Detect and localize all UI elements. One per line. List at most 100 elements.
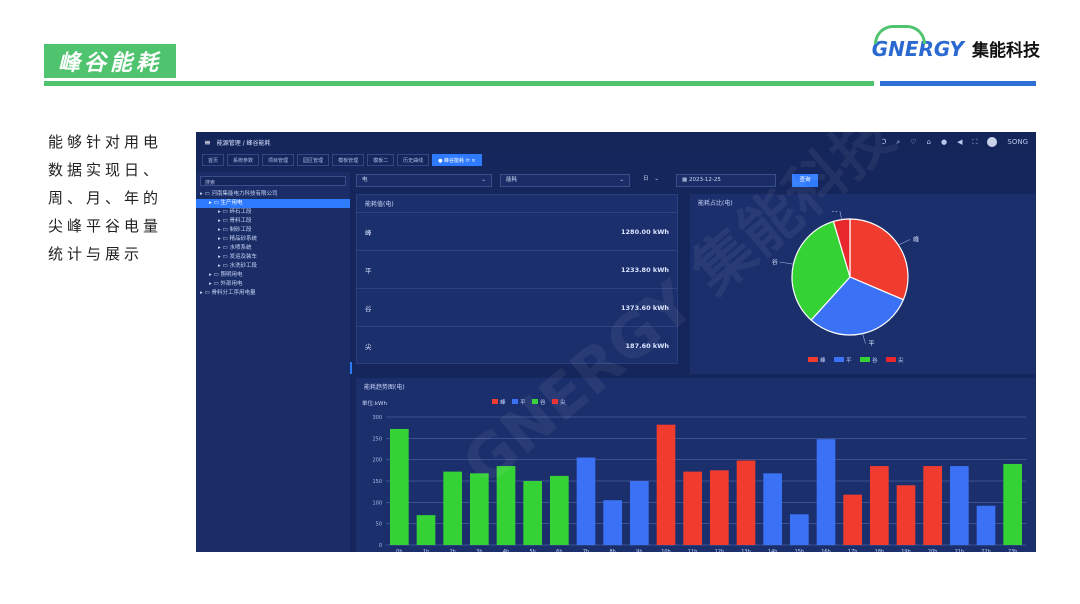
tree-item[interactable]: ▸ ▭ 骨料工段 bbox=[218, 218, 252, 224]
slide-description: 能够针对用电数据实现日、周、月、年的尖峰平谷电量统计与展示 bbox=[48, 133, 163, 263]
tab-7[interactable]: ● 峰谷能耗 ⟳ × bbox=[432, 154, 482, 166]
bar-13h bbox=[736, 460, 756, 545]
pie-label-line bbox=[898, 239, 911, 246]
energy-row-label: 谷 bbox=[365, 304, 372, 313]
x-tick-label: 22h bbox=[981, 549, 991, 552]
y-tick-label: 250 bbox=[372, 436, 382, 442]
y-tick-label: 50 bbox=[376, 522, 382, 528]
tree-item[interactable]: ▸ ▭ 外部用电 bbox=[209, 281, 243, 287]
tab-2[interactable]: 项目管理 bbox=[262, 154, 295, 166]
x-tick-label: 23h bbox=[1008, 549, 1018, 552]
x-tick-label: 13h bbox=[741, 549, 751, 552]
pie-label: 峰 bbox=[913, 236, 919, 244]
energy-row: 平 1233.80 kWh bbox=[357, 250, 677, 288]
x-tick-label: 5h bbox=[529, 549, 535, 552]
tree-item[interactable]: ▸ ▭ 碎石工段 bbox=[218, 209, 252, 215]
bar-chart: 单位:kWh 峰 平 谷 尖 0 50 100 150 200 250 300 0h 1h 2h 3h 4h 5h… bbox=[362, 398, 1026, 552]
bar-4h bbox=[496, 466, 516, 545]
x-tick-label: 3h bbox=[476, 549, 482, 552]
divider-green bbox=[44, 81, 874, 86]
search-icon[interactable]: ⌕ bbox=[896, 137, 901, 146]
x-tick-label: 14h bbox=[768, 549, 778, 552]
bell-icon[interactable]: ● bbox=[940, 138, 948, 146]
x-tick-label: 17h bbox=[848, 549, 858, 552]
bar-16h bbox=[816, 439, 836, 545]
pie-slice-峰 bbox=[849, 218, 909, 301]
avatar[interactable] bbox=[987, 137, 998, 147]
tab-6[interactable]: 历史曲线 bbox=[397, 154, 430, 166]
pie-chart: 峰平谷尖峰平谷尖 bbox=[772, 206, 919, 364]
tab-1[interactable]: 系统参数 bbox=[227, 154, 260, 166]
x-tick-label: 16h bbox=[821, 549, 831, 552]
energy-row: 尖 187.60 kWh bbox=[357, 326, 677, 364]
bar-12h bbox=[710, 470, 729, 545]
x-tick-label: 11h bbox=[688, 549, 698, 552]
tree-item[interactable]: ▸ ▭ 照明用电 bbox=[209, 272, 243, 278]
chevron-down-icon: ⌄ bbox=[619, 177, 624, 183]
pie-slice-尖 bbox=[832, 218, 851, 278]
x-tick-label: 20h bbox=[928, 549, 938, 552]
pie-legend-label: 谷 bbox=[872, 356, 878, 364]
filter-bar: 电 ⌄ 能耗 ⌄ 日 ⌄ ▦ 2023-12-25 查询 bbox=[356, 174, 1036, 188]
tab-0[interactable]: 首页 bbox=[202, 154, 225, 166]
bar-6h bbox=[550, 475, 569, 545]
pie-legend-swatch bbox=[808, 357, 818, 362]
pie-legend-swatch bbox=[860, 357, 870, 362]
period-value: 日 bbox=[643, 176, 649, 182]
tab-4[interactable]: 模板管理 bbox=[332, 154, 365, 166]
tab-5[interactable]: 模板二 bbox=[367, 154, 395, 166]
tree-item[interactable]: ▸ ▭ 生产用电 bbox=[196, 199, 350, 208]
energy-row-label: 平 bbox=[365, 266, 372, 275]
tree-item[interactable]: ▸ ▭ 水洗砂工段 bbox=[218, 263, 257, 269]
period-select[interactable]: 日 ⌄ bbox=[638, 174, 678, 187]
user-name[interactable]: SONG bbox=[1007, 138, 1028, 146]
tab-bar: 首页 系统参数 项目管理 园区管理 模板管理 模板二 历史曲线 ● 峰谷能耗 ⟳ × bbox=[196, 154, 1036, 168]
tree-item[interactable]: ▸ ▭ 河南集能电力科技有限公司 bbox=[200, 191, 278, 197]
fullscreen-icon[interactable]: ⛶ bbox=[972, 137, 978, 146]
energy-row-value: 1280.00 kWh bbox=[621, 227, 669, 236]
tree-item[interactable]: ▸ ▭ 精品砂系统 bbox=[218, 236, 257, 242]
pie-panel-title: 能耗占比(电) bbox=[698, 200, 733, 207]
tree-item[interactable]: ▸ ▭ 制砂工段 bbox=[218, 227, 252, 233]
x-tick-label: 9h bbox=[636, 549, 642, 552]
x-tick-label: 18h bbox=[875, 549, 885, 552]
volume-icon[interactable]: ◀ bbox=[957, 138, 963, 146]
menu-icon[interactable]: ≡ bbox=[204, 137, 211, 147]
energy-type-value: 电 bbox=[362, 177, 368, 183]
sidebar-resize-handle[interactable] bbox=[350, 362, 352, 374]
pie-slice-谷 bbox=[791, 220, 851, 321]
date-picker[interactable]: ▦ 2023-12-25 bbox=[676, 174, 776, 187]
energy-row-value: 1233.80 kWh bbox=[621, 265, 669, 274]
date-value: 2023-12-25 bbox=[688, 177, 721, 183]
divider-blue bbox=[880, 81, 1036, 86]
trend-panel-title: 能耗趋势图(电) bbox=[364, 384, 405, 391]
bar-11h bbox=[683, 471, 702, 545]
tab-3[interactable]: 园区管理 bbox=[297, 154, 330, 166]
bar-18h bbox=[870, 466, 889, 545]
tree-item[interactable]: ▸ ▭ 发运及装车 bbox=[218, 254, 257, 260]
home-icon[interactable]: ⌂ bbox=[926, 138, 931, 146]
logo-text: 集能科技 bbox=[972, 41, 1040, 61]
energy-panel-title: 能耗值(电) bbox=[365, 201, 394, 208]
chevron-down-icon: ⌄ bbox=[481, 177, 486, 183]
tree-item[interactable]: ▸ ▭ 骨料分工序用电量 bbox=[200, 290, 256, 296]
bar-10h bbox=[656, 424, 676, 545]
tree-item[interactable]: ▸ ▭ 水喷系统 bbox=[218, 245, 252, 251]
bar-legend-label: 谷 bbox=[540, 398, 546, 406]
metric-select[interactable]: 能耗 ⌄ bbox=[500, 174, 630, 187]
bar-9h bbox=[630, 481, 649, 545]
x-tick-label: 21h bbox=[955, 549, 965, 552]
x-tick-label: 10h bbox=[661, 549, 671, 552]
bar-8h bbox=[603, 500, 622, 545]
translate-icon[interactable]: ℑ bbox=[881, 138, 887, 146]
bar-legend-swatch bbox=[512, 399, 518, 404]
notification-icon[interactable]: ♡ bbox=[910, 138, 917, 146]
search-input[interactable]: 搜索 bbox=[200, 176, 346, 186]
energy-row: 峰 1280.00 kWh bbox=[357, 212, 677, 250]
org-tree: ▸ ▭ 河南集能电力科技有限公司 ▸ ▭ 生产用电 ▸ ▭ 碎石工段 ▸ ▭ 骨料工段… bbox=[196, 190, 350, 298]
query-button[interactable]: 查询 bbox=[792, 174, 818, 187]
energy-type-select[interactable]: 电 ⌄ bbox=[356, 174, 492, 187]
bar-1h bbox=[416, 515, 436, 545]
bar-3h bbox=[470, 473, 489, 545]
pie-label: 平 bbox=[868, 340, 874, 347]
